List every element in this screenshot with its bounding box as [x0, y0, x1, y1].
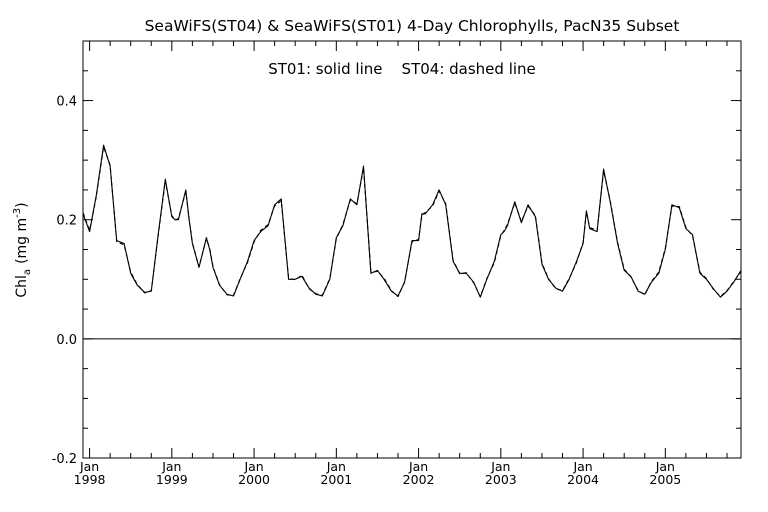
series-line-st04 — [82, 146, 742, 298]
x-tick-year-label: 2000 — [238, 472, 270, 487]
y-axis-label-unit: (mg m — [14, 218, 30, 264]
x-tick-month-label: Jan — [655, 459, 675, 474]
y-axis-label-main: Chl — [14, 275, 30, 298]
y-tick-label: 0.2 — [56, 214, 77, 229]
x-tick-year-label: 1998 — [74, 472, 106, 487]
y-tick-label: 0.0 — [56, 333, 77, 348]
plot-area: -0.20.00.20.4 Jan1998Jan1999Jan2000Jan20… — [52, 40, 742, 487]
x-tick-month-label: Jan — [572, 459, 592, 474]
chart-title: SeaWiFS(ST04) & SeaWiFS(ST01) 4-Day Chlo… — [145, 17, 680, 35]
x-tick-month-label: Jan — [490, 459, 510, 474]
x-tick-month-label: Jan — [408, 459, 428, 474]
x-tick-year-label: 2001 — [320, 472, 352, 487]
x-tick-year-label: 1999 — [156, 472, 188, 487]
y-tick-label: -0.2 — [52, 452, 77, 467]
x-tick-month-label: Jan — [243, 459, 263, 474]
y-axis-label-exponent: -3 — [12, 208, 23, 218]
x-tick-month-label: Jan — [161, 459, 181, 474]
line-style-annotation: ST01: solid line ST04: dashed line — [268, 60, 536, 78]
x-tick-year-label: 2004 — [567, 472, 599, 487]
x-tick-month-label: Jan — [326, 459, 346, 474]
x-tick-year-label: 2005 — [649, 472, 681, 487]
y-tick-label: 0.4 — [56, 95, 77, 110]
y-axis-label: Chla (mg m-3) — [12, 202, 33, 297]
x-tick-year-label: 2002 — [403, 472, 435, 487]
x-tick-year-label: 2003 — [485, 472, 517, 487]
x-tick-month-label: Jan — [79, 459, 99, 474]
y-axis-label-subscript: a — [22, 269, 33, 275]
y-axis-label-close: ) — [14, 202, 30, 207]
